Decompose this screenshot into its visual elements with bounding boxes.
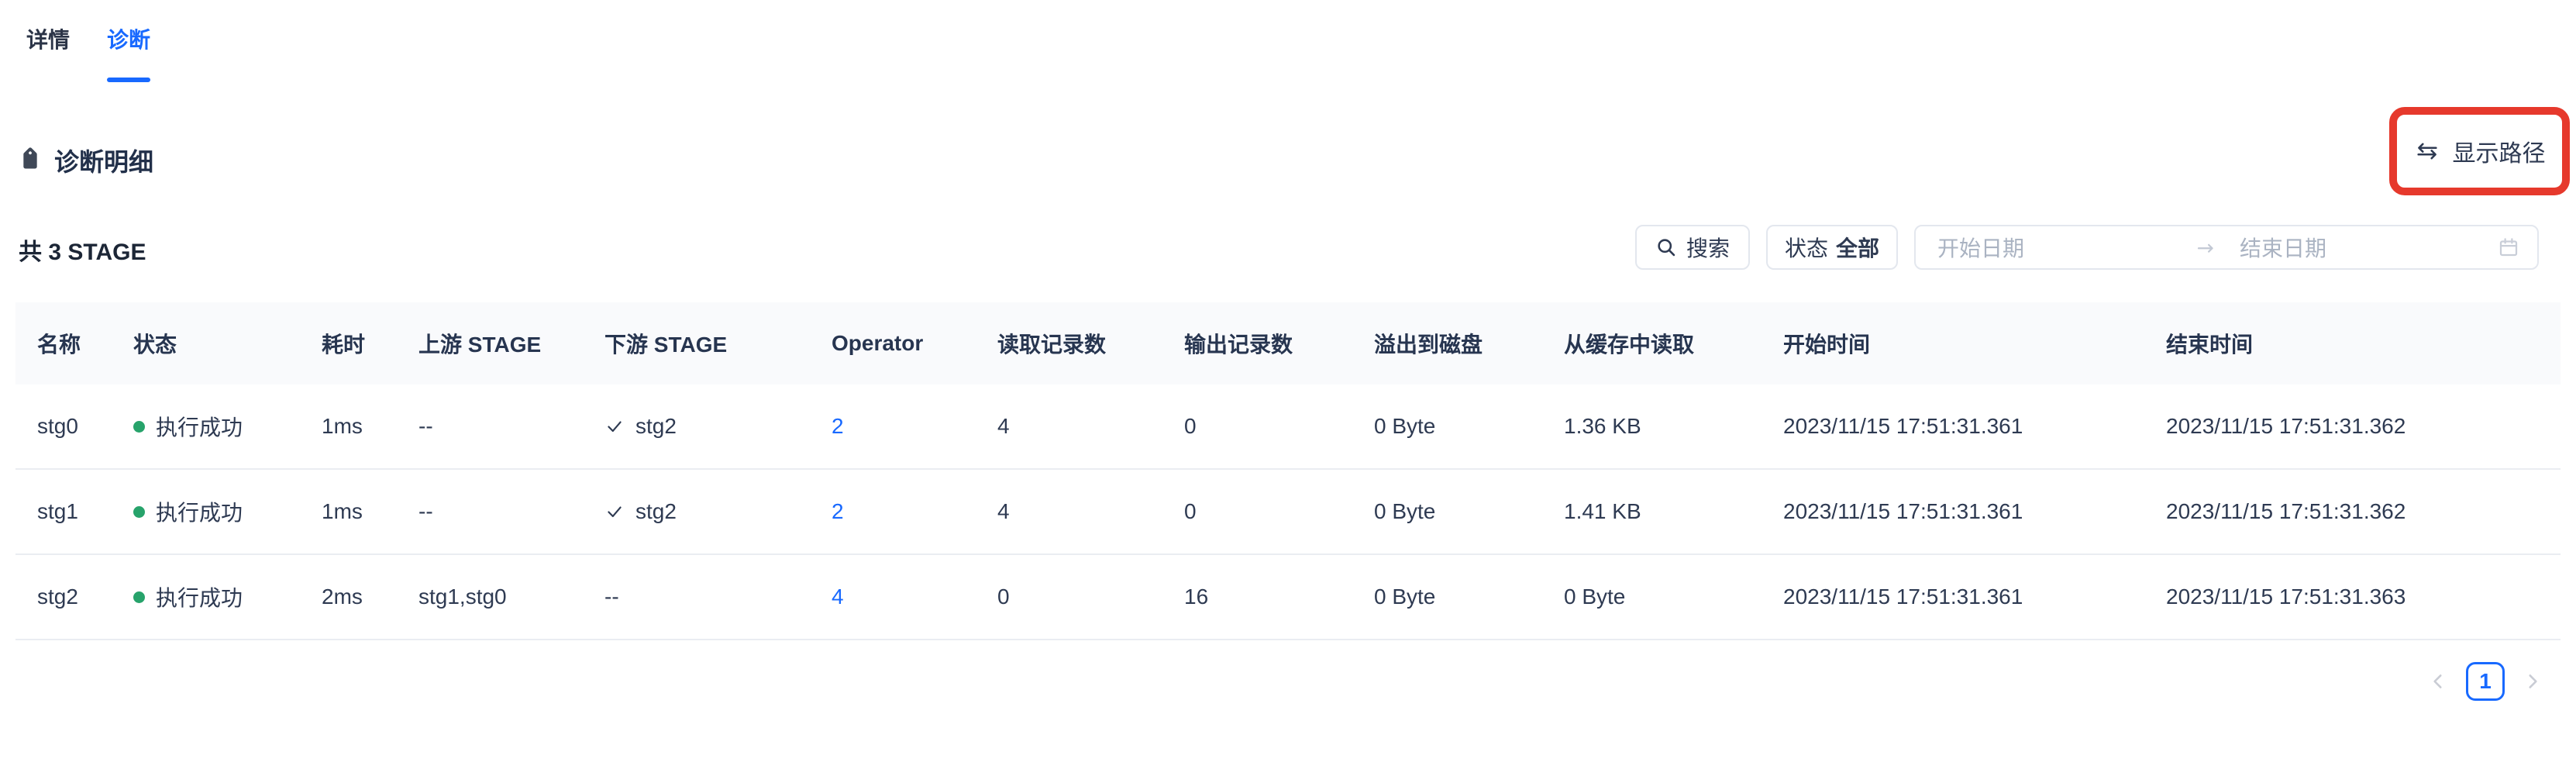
cell-output-records: 16 [1184,585,1209,609]
next-page-button[interactable] [2519,663,2547,700]
cell-downstream: -- [604,585,832,609]
col-name: 名称 [37,333,81,357]
col-operator: Operator [832,331,924,355]
col-start-time: 开始时间 [1783,333,1871,357]
cell-spill-disk: 0 Byte [1374,499,1436,523]
cell-status: 执行成功 [133,581,322,612]
cell-read-records: 4 [997,499,1010,523]
status-success-dot-icon [133,591,145,603]
col-cache-read: 从缓存中读取 [1564,333,1695,357]
cell-start-time: 2023/11/15 17:51:31.361 [1783,499,2023,523]
tab-diagnosis-label: 诊断 [107,28,151,52]
table-header-row: 名称 状态 耗时 上游 STAGE 下游 STAGE Operator 读取记录… [15,302,2561,384]
cell-output-records: 0 [1184,414,1197,438]
cell-name: stg1 [37,499,78,523]
cell-cache-read: 1.36 KB [1564,414,1641,438]
start-date-input[interactable]: 开始日期 [1937,236,2025,260]
pagination: 1 [2424,662,2547,701]
page-title: 诊断明细 [54,148,154,176]
show-path-button[interactable]: 显示路径 [2414,134,2546,168]
col-read-records: 读取记录数 [997,333,1107,357]
tab-diagnosis[interactable]: 诊断 [107,23,151,82]
cell-cache-read: 0 Byte [1564,585,1626,609]
section-header: 诊断明细 [19,143,153,178]
downstream-text: stg2 [635,499,677,523]
cell-spill-disk: 0 Byte [1374,585,1436,609]
cell-duration: 1ms [322,499,363,523]
swap-arrows-icon [2414,138,2440,164]
stage-table: 名称 状态 耗时 上游 STAGE 下游 STAGE Operator 读取记录… [15,302,2561,640]
operator-count-link[interactable]: 2 [832,499,844,523]
tab-bar: 详情 诊断 [26,23,151,82]
col-spill-disk: 溢出到磁盘 [1374,333,1483,357]
status-filter[interactable]: 状态 全部 [1766,225,1898,270]
operator-count-link[interactable]: 2 [832,414,844,438]
status-filter-label: 状态 [1784,236,1828,260]
cell-start-time: 2023/11/15 17:51:31.361 [1783,414,2023,438]
table-row: stg2 执行成功 2ms stg1,stg0 -- 4 0 16 0 Byte… [15,555,2561,640]
cell-end-time: 2023/11/15 17:51:31.363 [2166,585,2406,609]
col-status: 状态 [133,333,177,357]
cell-name: stg2 [37,585,78,609]
cell-cache-read: 1.41 KB [1564,499,1641,523]
cell-duration: 1ms [322,414,363,438]
show-path-label: 显示路径 [2452,141,2546,167]
status-success-dot-icon [133,505,145,518]
table-row: stg1 执行成功 1ms -- stg2 2 4 0 0 Byte 1.41 … [15,470,2561,555]
col-output-records: 输出记录数 [1184,333,1293,357]
prev-page-button[interactable] [2424,663,2452,700]
cell-end-time: 2023/11/15 17:51:31.362 [2166,414,2406,438]
cell-read-records: 0 [997,585,1010,609]
status-text: 执行成功 [156,586,243,610]
col-upstream: 上游 STAGE [418,333,542,357]
col-end-time: 结束时间 [2166,333,2254,357]
cell-status: 执行成功 [133,411,322,442]
cell-status: 执行成功 [133,496,322,527]
cell-upstream: stg1,stg0 [418,585,507,609]
active-tab-underline [107,78,151,82]
downstream-text: -- [604,585,619,609]
operator-count-link[interactable]: 4 [832,585,844,609]
cell-read-records: 4 [997,414,1010,438]
col-duration: 耗时 [322,333,366,357]
cell-downstream: stg2 [604,414,832,439]
search-icon [1655,236,1677,258]
date-range-picker[interactable]: 开始日期 结束日期 [1914,225,2539,270]
cell-downstream: stg2 [604,499,832,524]
status-success-dot-icon [133,420,145,433]
status-filter-value: 全部 [1836,236,1880,260]
page-number-button[interactable]: 1 [2466,662,2505,701]
cell-output-records: 0 [1184,499,1197,523]
stage-total-count: 共 3 STAGE [19,240,146,265]
cell-spill-disk: 0 Byte [1374,414,1436,438]
table-row: stg0 执行成功 1ms -- stg2 2 4 0 0 Byte 1.36 … [15,384,2561,470]
status-text: 执行成功 [156,501,243,525]
search-button[interactable]: 搜索 [1635,225,1750,270]
search-label: 搜索 [1686,236,1730,260]
cell-upstream: -- [418,499,433,523]
range-arrow-icon [2195,236,2218,259]
annotation-highlight-box: 显示路径 [2389,107,2570,195]
cell-upstream: -- [418,414,433,438]
cell-name: stg0 [37,414,78,438]
cell-start-time: 2023/11/15 17:51:31.361 [1783,585,2023,609]
end-date-input[interactable]: 结束日期 [2240,236,2327,260]
check-icon [604,502,625,522]
tab-details[interactable]: 详情 [26,28,71,52]
status-text: 执行成功 [156,416,243,440]
calendar-icon [2497,236,2520,259]
col-downstream: 下游 STAGE [604,333,728,357]
tag-icon [19,147,42,172]
downstream-text: stg2 [635,414,677,438]
cell-end-time: 2023/11/15 17:51:31.362 [2166,499,2406,523]
check-icon [604,416,625,436]
cell-duration: 2ms [322,585,363,609]
